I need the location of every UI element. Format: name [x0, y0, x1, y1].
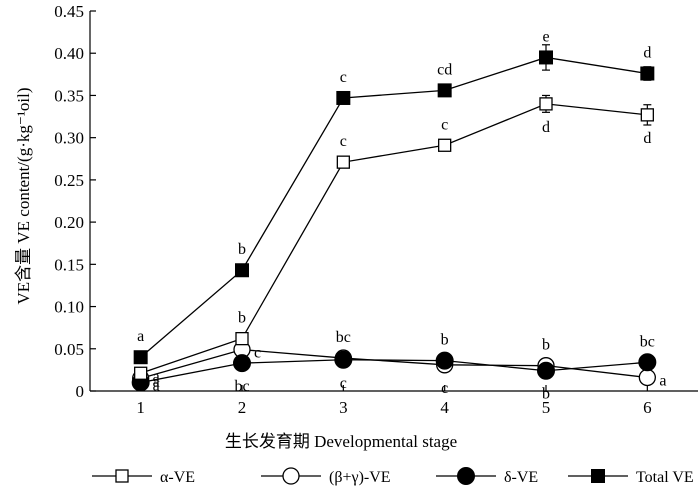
data-point-ve [638, 368, 656, 387]
x-tick-label: 2 [238, 398, 247, 417]
y-tick-label: 0.10 [54, 298, 84, 317]
significance-label: c [340, 375, 347, 392]
significance-label: e [542, 28, 549, 45]
y-ticks: 0 0.05 0.10 0.15 0.20 0.25 0.30 0.35 0.40 0.45 [54, 2, 96, 401]
legend-item-ve: δ-VE [436, 467, 538, 486]
significance-label: bc [336, 329, 351, 346]
legend-label-ve: δ-VE [504, 469, 538, 486]
significance-label: a [659, 372, 666, 389]
significance-label: b [238, 241, 246, 258]
data-point-total-ve [437, 83, 452, 98]
significance-label: d [542, 119, 550, 136]
significance-label: cd [437, 61, 452, 78]
legend-item-ve: α-VE [92, 469, 195, 486]
legend-marker-ve [457, 467, 475, 485]
significance-label: a [153, 368, 160, 385]
significance-label: c [340, 69, 347, 86]
significance-label: a [153, 378, 160, 395]
legend-label-total-ve: Total VE [636, 469, 694, 486]
x-tick-label: 3 [339, 398, 348, 417]
x-axis-title: 生长发育期 Developmental stage [225, 432, 457, 451]
x-axis: 1 2 3 4 5 6 [90, 385, 698, 417]
y-tick-label: 0.35 [54, 86, 84, 105]
significance-label: c [441, 380, 448, 397]
data-point-ve [640, 108, 654, 122]
series-line-ve [140, 348, 648, 379]
data-point-total-ve [133, 350, 148, 365]
y-tick-label: 0.45 [54, 2, 84, 21]
significance-label: bc [234, 378, 249, 395]
data-point-ve [334, 350, 353, 369]
series-total-ve [133, 44, 655, 365]
series-ve [134, 94, 654, 380]
series-line-total-ve [140, 56, 648, 358]
y-tick-label: 0.05 [54, 340, 84, 359]
data-point-ve [336, 155, 350, 169]
y-axis: 0 0.05 0.10 0.15 0.20 0.25 0.30 0.35 0.40 0.45 [54, 2, 96, 401]
data-point-total-ve [336, 90, 351, 105]
data-point-ve [638, 353, 657, 372]
significance-label: b [542, 386, 550, 403]
data-point-total-ve [640, 66, 655, 81]
data-point-ve [435, 351, 454, 370]
data-point-ve [539, 97, 553, 111]
legend-marker-ve [282, 467, 300, 485]
series-ve [131, 350, 657, 392]
y-tick-label: 0 [76, 382, 85, 401]
data-point-ve [235, 331, 249, 346]
significance-label: d [643, 44, 651, 61]
significance-label: b [542, 337, 550, 354]
significance-label: c [254, 345, 261, 362]
data-point-total-ve [539, 50, 553, 65]
y-tick-label: 0.40 [54, 44, 84, 63]
significance-label: c [340, 133, 347, 150]
legend-item-ve: (β+γ)-VE [261, 467, 391, 486]
significance-label: a [137, 328, 144, 345]
data-point-ve [438, 138, 452, 152]
data-point-ve [233, 354, 251, 373]
series-ve [132, 340, 656, 387]
significance-label: bc [640, 333, 655, 350]
significance-label: d [643, 130, 651, 147]
legend-marker-total-ve [591, 469, 605, 483]
significance-label: b [441, 332, 449, 349]
y-tick-label: 0.30 [54, 129, 84, 148]
x-ticks: 1 2 3 4 5 6 [136, 385, 652, 417]
data-point-total-ve [235, 263, 249, 278]
legend-label-ve: (β+γ)-VE [329, 469, 391, 486]
significance-label: c [441, 116, 448, 133]
data-point-ve [537, 361, 555, 380]
x-tick-label: 4 [440, 398, 449, 417]
significance-label: a [153, 373, 160, 390]
y-axis-title: VE含量 VE content/(g·kg⁻¹oil) [14, 87, 33, 304]
series-layer [131, 44, 657, 392]
y-tick-label: 0.25 [54, 171, 84, 190]
legend: α-VE (β+γ)-VE δ-VE Total VE [92, 467, 694, 486]
legend-label-ve: α-VE [160, 469, 195, 486]
y-tick-label: 0.15 [54, 255, 84, 274]
series-line-ve [140, 103, 648, 374]
y-tick-label: 0.20 [54, 213, 84, 232]
legend-marker-ve [115, 469, 129, 483]
x-tick-label: 5 [542, 398, 551, 417]
legend-item-total-ve: Total VE [568, 469, 694, 486]
x-tick-label: 6 [643, 398, 652, 417]
x-tick-label: 1 [136, 398, 145, 417]
data-point-ve [134, 366, 148, 380]
series-line-ve [140, 359, 648, 384]
significance-label: b [238, 310, 246, 327]
